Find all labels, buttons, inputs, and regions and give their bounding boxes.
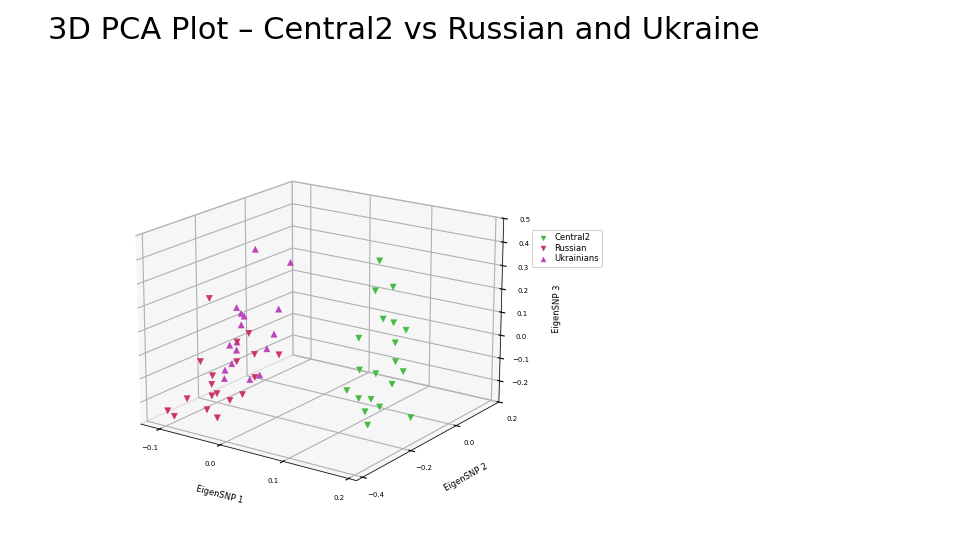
Y-axis label: EigenSNP 2: EigenSNP 2 bbox=[443, 462, 490, 494]
Legend: Central2, Russian, Ukrainians: Central2, Russian, Ukrainians bbox=[532, 230, 602, 267]
Text: 3D PCA Plot – Central2 vs Russian and Ukraine: 3D PCA Plot – Central2 vs Russian and Uk… bbox=[48, 16, 759, 45]
X-axis label: EigenSNP 1: EigenSNP 1 bbox=[195, 484, 244, 505]
